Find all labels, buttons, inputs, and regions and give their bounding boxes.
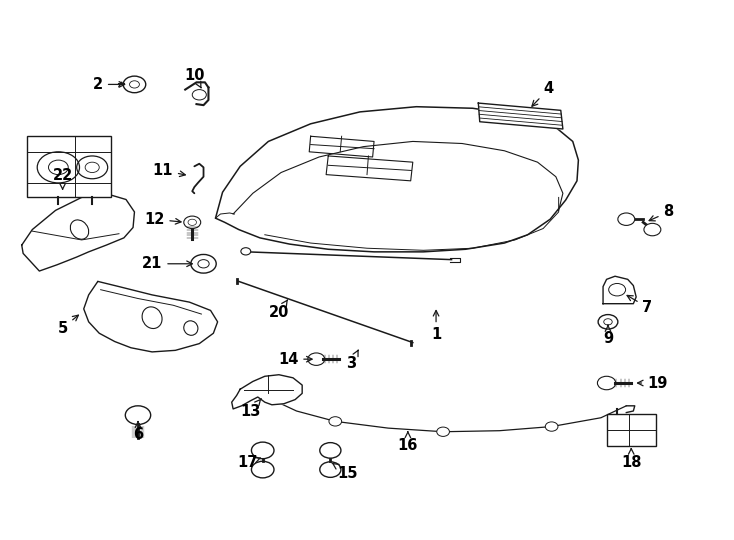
Circle shape (123, 76, 146, 93)
Text: 10: 10 (184, 68, 205, 88)
Polygon shape (84, 281, 217, 352)
Text: 5: 5 (57, 315, 79, 335)
Text: 13: 13 (241, 399, 261, 418)
Circle shape (598, 315, 618, 329)
Text: 15: 15 (332, 463, 357, 481)
Circle shape (241, 248, 251, 255)
Polygon shape (216, 107, 578, 252)
Circle shape (308, 353, 324, 366)
Polygon shape (603, 276, 636, 303)
Circle shape (252, 461, 274, 478)
Text: 20: 20 (269, 300, 289, 320)
Circle shape (597, 376, 616, 390)
Circle shape (191, 254, 217, 273)
Text: 18: 18 (621, 449, 642, 470)
Text: 19: 19 (638, 375, 667, 390)
Circle shape (618, 213, 635, 225)
Polygon shape (232, 375, 302, 409)
Text: 1: 1 (431, 310, 441, 342)
Circle shape (320, 443, 341, 458)
Circle shape (126, 406, 150, 424)
Circle shape (184, 216, 200, 228)
Text: 9: 9 (603, 325, 613, 346)
Circle shape (320, 462, 341, 477)
Text: 12: 12 (144, 212, 181, 227)
Circle shape (437, 427, 449, 436)
Circle shape (329, 417, 341, 426)
Text: 16: 16 (398, 432, 418, 453)
FancyBboxPatch shape (606, 414, 656, 446)
Text: 3: 3 (346, 350, 358, 371)
FancyBboxPatch shape (27, 136, 111, 198)
Text: 21: 21 (142, 256, 192, 271)
Text: 4: 4 (532, 81, 554, 106)
Polygon shape (22, 193, 134, 271)
Text: 14: 14 (278, 352, 312, 367)
Text: 11: 11 (153, 163, 185, 178)
Text: 17: 17 (237, 455, 261, 470)
Circle shape (192, 90, 206, 100)
Text: 2: 2 (92, 77, 125, 92)
Text: 6: 6 (133, 422, 143, 442)
Text: 22: 22 (52, 168, 73, 190)
Text: 8: 8 (649, 205, 674, 221)
Circle shape (545, 422, 558, 431)
Circle shape (644, 224, 661, 236)
Polygon shape (479, 103, 563, 129)
Circle shape (252, 442, 274, 458)
Text: 7: 7 (627, 295, 653, 315)
